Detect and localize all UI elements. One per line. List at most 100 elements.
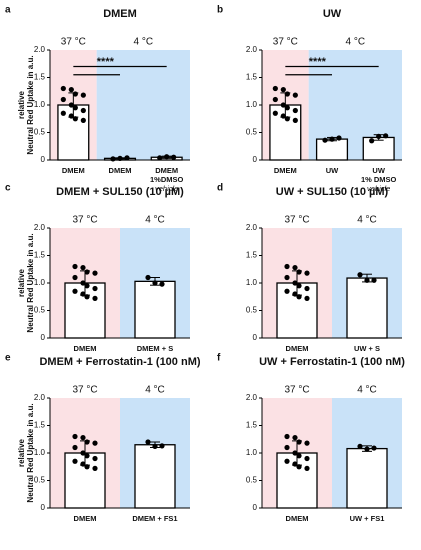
data-point <box>292 291 298 297</box>
data-point <box>296 439 302 445</box>
temperature-label: 37 °C <box>72 385 97 396</box>
y-tick-label: 1.5 <box>34 421 46 430</box>
y-tick-label: 0 <box>41 333 46 342</box>
panel-letter: a <box>5 5 11 16</box>
temperature-label: 4 °C <box>357 385 377 396</box>
cold-region <box>96 50 190 160</box>
data-point <box>117 155 123 161</box>
y-tick-label: 1.0 <box>246 278 258 287</box>
y-tick-label: 2.0 <box>246 393 258 402</box>
data-point <box>364 277 370 283</box>
data-point <box>92 270 98 276</box>
data-point <box>171 154 177 160</box>
significance-label: **** <box>309 56 327 68</box>
data-point <box>284 433 290 440</box>
y-tick-label: 2.0 <box>34 393 46 402</box>
data-point <box>84 294 90 300</box>
data-point <box>72 458 78 464</box>
data-point <box>272 110 278 116</box>
y-tick-label: 1.0 <box>34 278 46 287</box>
x-tick-label: UW + FS1 <box>350 514 385 523</box>
y-axis-label: relative <box>17 438 26 467</box>
data-point <box>280 102 286 108</box>
data-point <box>92 285 98 292</box>
y-tick-label: 0.5 <box>34 476 46 485</box>
data-point <box>336 135 342 141</box>
data-point <box>80 291 86 297</box>
temperature-label: 37 °C <box>61 37 86 48</box>
x-tick-label: 1% DMSO <box>361 175 397 184</box>
y-tick-label: 2.0 <box>34 223 46 232</box>
data-point <box>159 281 165 287</box>
y-tick-label: 0.5 <box>34 306 46 315</box>
data-point <box>357 272 363 278</box>
data-point <box>84 453 90 459</box>
temperature-label: 37 °C <box>273 37 298 48</box>
y-tick-label: 1.0 <box>34 100 46 109</box>
data-point <box>304 455 310 462</box>
data-point <box>284 458 290 464</box>
data-point <box>157 155 163 161</box>
data-point <box>68 113 74 119</box>
data-point <box>272 96 278 103</box>
data-point <box>80 435 86 441</box>
y-tick-label: 0 <box>41 503 46 512</box>
x-tick-label: UW <box>372 166 385 175</box>
data-point <box>296 294 302 300</box>
data-point <box>284 105 290 111</box>
data-point <box>84 283 90 289</box>
y-tick-label: 2.0 <box>246 45 258 54</box>
bar <box>134 280 176 339</box>
x-tick-label: DMEM <box>286 514 309 523</box>
y-tick-label: 1.5 <box>246 421 258 430</box>
data-point <box>84 464 90 470</box>
y-axis-label: relative <box>17 90 26 119</box>
data-point <box>280 87 286 93</box>
data-point <box>304 270 310 276</box>
x-tick-label: 1%DMSO <box>150 175 184 184</box>
data-point <box>92 465 98 471</box>
data-point <box>292 461 298 467</box>
data-point <box>68 87 74 93</box>
y-tick-label: 1.5 <box>246 73 258 82</box>
data-point <box>80 92 86 98</box>
data-point <box>369 138 375 144</box>
data-point <box>72 116 78 122</box>
y-tick-label: 1.5 <box>34 73 46 82</box>
data-point <box>296 283 302 289</box>
y-tick-label: 1.0 <box>34 448 46 457</box>
bar <box>362 136 395 161</box>
data-point <box>292 450 298 456</box>
temperature-label: 4 °C <box>145 385 165 396</box>
x-tick-label: DMEM <box>155 166 178 175</box>
y-tick-label: 0.5 <box>34 128 46 137</box>
data-point <box>304 295 310 301</box>
data-point <box>280 113 286 119</box>
data-point <box>110 156 116 162</box>
data-point <box>292 107 298 114</box>
bar <box>134 444 176 509</box>
panel-letter: b <box>217 5 223 16</box>
data-point <box>329 136 335 142</box>
data-point <box>72 288 78 294</box>
data-point <box>84 269 90 275</box>
panel-letter: f <box>217 353 221 364</box>
panel-title: DMEM + Ferrostatin-1 (100 nM) <box>39 356 200 368</box>
temperature-label: 4 °C <box>346 37 366 48</box>
data-point <box>292 117 298 123</box>
significance-label: **** <box>97 56 115 68</box>
temperature-label: 37 °C <box>284 215 309 226</box>
x-tick-label: UW <box>326 166 339 175</box>
data-point <box>296 464 302 470</box>
panel-title: UW <box>323 8 342 20</box>
x-tick-label: DMEM + S <box>137 344 173 353</box>
data-point <box>60 96 66 103</box>
y-axis-label: Neutral Red Uptake in a.u. <box>26 403 35 502</box>
data-point <box>272 85 278 92</box>
data-point <box>296 269 302 275</box>
data-point <box>72 444 78 451</box>
data-point <box>80 117 86 123</box>
y-tick-label: 0 <box>41 155 46 164</box>
data-point <box>72 91 78 97</box>
data-point <box>72 274 78 281</box>
